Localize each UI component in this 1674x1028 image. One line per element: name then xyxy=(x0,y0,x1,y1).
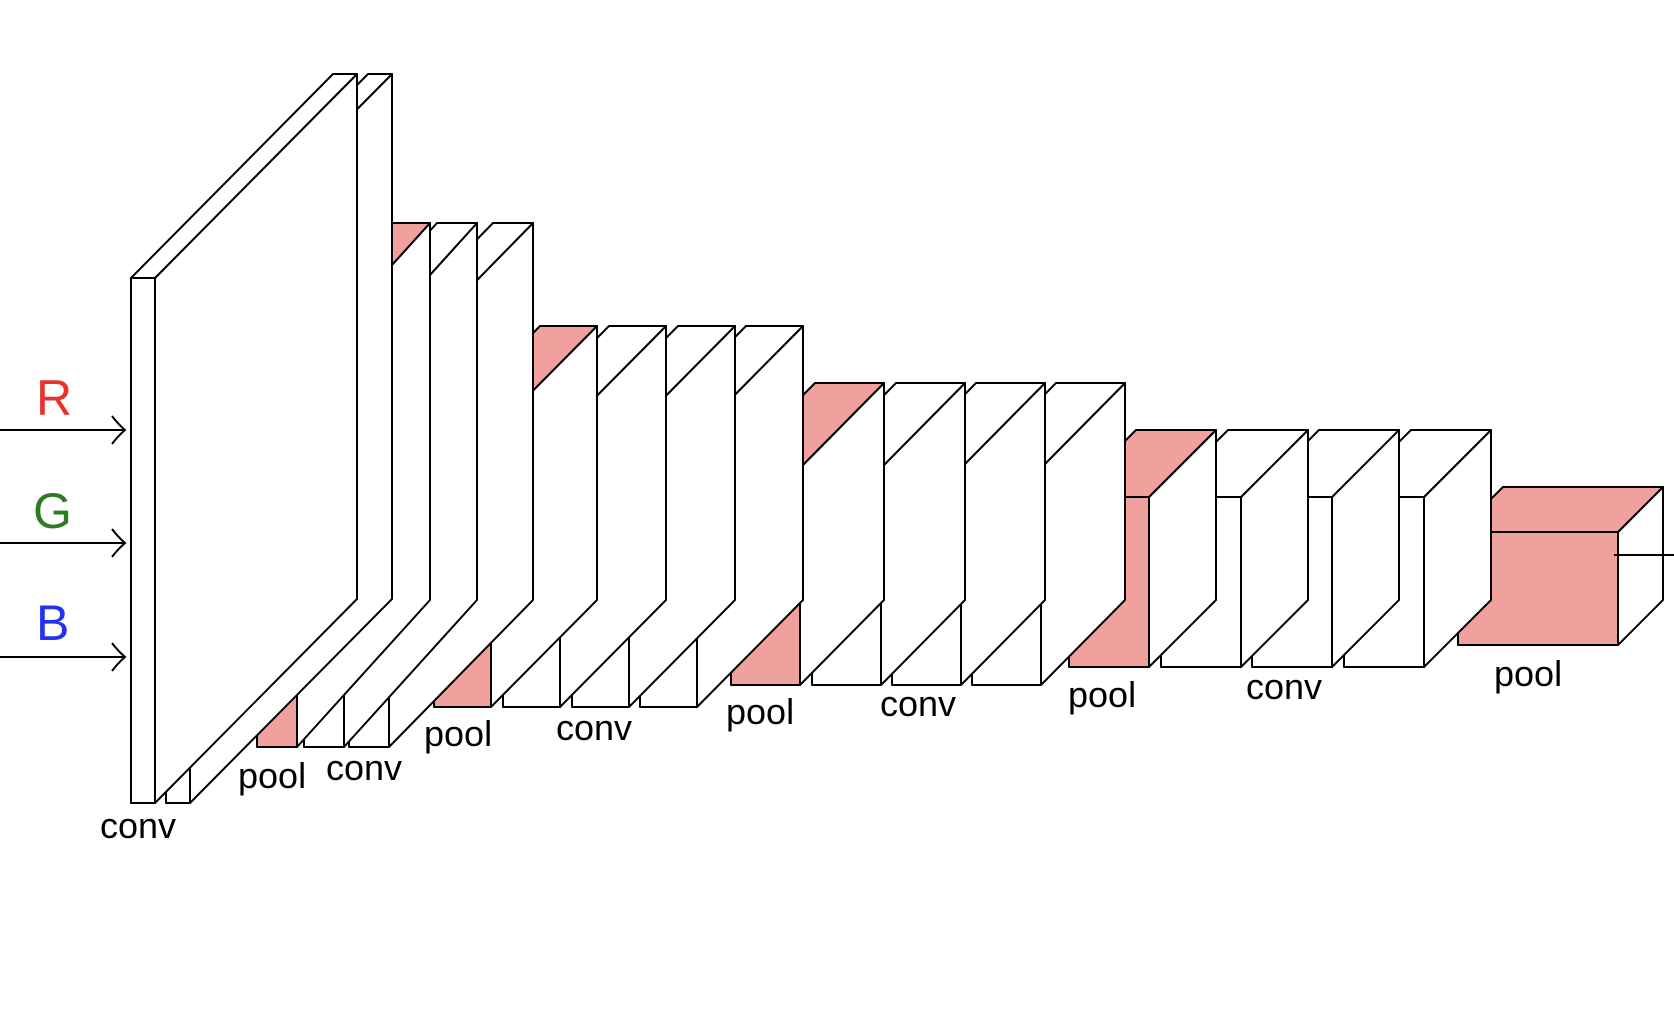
label-pool-stage6: pool xyxy=(1494,653,1562,694)
input-labels: R G B xyxy=(33,370,72,651)
input-arrow-b xyxy=(0,642,127,672)
label-conv-stage2: conv xyxy=(326,747,402,788)
layer-blocks xyxy=(130,73,1664,804)
input-label-g: G xyxy=(33,483,72,539)
input-arrow-g xyxy=(0,528,127,558)
label-pool-stage2: pool xyxy=(238,755,306,796)
input-arrows xyxy=(0,415,127,672)
input-arrow-r xyxy=(0,415,127,445)
input-label-r: R xyxy=(36,370,72,426)
label-conv-stage1: conv xyxy=(100,805,176,846)
layer-labels: conv pool conv pool conv pool conv pool … xyxy=(100,653,1562,846)
label-conv-stage3: conv xyxy=(556,707,632,748)
label-conv-stage4: conv xyxy=(880,683,956,724)
label-conv-stage5: conv xyxy=(1246,666,1322,707)
label-pool-stage3: pool xyxy=(424,713,492,754)
conv-layer-block xyxy=(130,73,358,804)
input-label-b: B xyxy=(36,595,69,651)
block-front-face xyxy=(130,277,156,804)
label-pool-stage5: pool xyxy=(1068,674,1136,715)
label-pool-stage4: pool xyxy=(726,691,794,732)
